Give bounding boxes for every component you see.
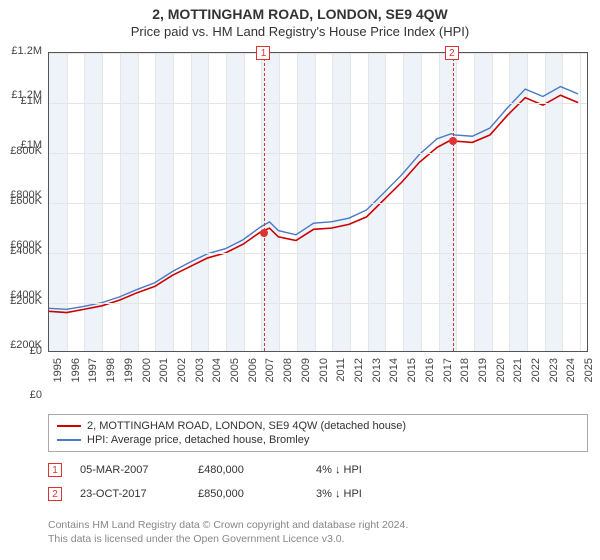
legend-row: HPI: Average price, detached house, Brom…: [57, 433, 579, 447]
x-axis-label: 2017: [442, 358, 454, 398]
gridline-y: [49, 253, 587, 254]
legend-swatch: [57, 439, 81, 441]
footer-line2: This data is licensed under the Open Gov…: [48, 532, 588, 546]
sale-dot: [260, 229, 268, 237]
plot: [48, 52, 588, 352]
sale-vline: [453, 53, 454, 351]
x-axis-label: 1998: [105, 358, 117, 398]
legend-swatch: [57, 425, 81, 427]
gridline-y: [49, 153, 587, 154]
x-axis-label: 2015: [406, 358, 418, 398]
x-axis-label: 2005: [229, 358, 241, 398]
footer-attribution: Contains HM Land Registry data © Crown c…: [48, 518, 588, 546]
legend-row: 2, MOTTINGHAM ROAD, LONDON, SE9 4QW (det…: [57, 419, 579, 433]
x-axis-label: 2007: [264, 358, 276, 398]
x-axis-label: 2013: [371, 358, 383, 398]
x-axis-label: 2003: [194, 358, 206, 398]
page-title: 2, MOTTINGHAM ROAD, LONDON, SE9 4QW: [0, 0, 600, 22]
sale-date: 23-OCT-2017: [80, 488, 180, 500]
gridline-y: [49, 203, 587, 204]
sale-vline: [264, 53, 265, 351]
y-axis-label: £600K: [2, 195, 42, 207]
footer-line1: Contains HM Land Registry data © Crown c…: [48, 518, 588, 532]
x-axis-label: 2002: [176, 358, 188, 398]
sale-marker-box: 2: [445, 46, 459, 60]
sale-hpi-diff: 3% ↓ HPI: [316, 488, 416, 500]
x-axis-label: 2014: [388, 358, 400, 398]
x-axis-label: 1999: [123, 358, 135, 398]
y-axis-label: £800K: [2, 145, 42, 157]
x-axis-label: 2010: [318, 358, 330, 398]
legend: 2, MOTTINGHAM ROAD, LONDON, SE9 4QW (det…: [48, 414, 588, 452]
sale-marker-box: 1: [256, 46, 270, 60]
y-axis-label: £0: [2, 345, 42, 357]
page-subtitle: Price paid vs. HM Land Registry's House …: [0, 22, 600, 43]
x-axis-label: 2023: [548, 358, 560, 398]
y-axis-label: £1.2M: [2, 45, 42, 57]
sale-hpi-diff: 4% ↓ HPI: [316, 464, 416, 476]
y-axis-label: £0: [2, 389, 42, 401]
x-axis-label: 1995: [52, 358, 64, 398]
x-axis-label: 2009: [300, 358, 312, 398]
legend-label: HPI: Average price, detached house, Brom…: [87, 434, 309, 446]
sale-price: £850,000: [198, 488, 298, 500]
x-axis-label: 1997: [87, 358, 99, 398]
x-axis-label: 2006: [247, 358, 259, 398]
x-axis-label: 2025: [583, 358, 595, 398]
sale-date: 05-MAR-2007: [80, 464, 180, 476]
x-axis-label: 2001: [158, 358, 170, 398]
y-axis-label: £1M: [2, 95, 42, 107]
gridline-y: [49, 53, 587, 54]
sales-table: 1 05-MAR-2007 £480,000 4% ↓ HPI 2 23-OCT-2017…: [48, 458, 588, 506]
x-axis-label: 2019: [477, 358, 489, 398]
x-axis-label: 2016: [424, 358, 436, 398]
sale-marker-box: 1: [48, 463, 62, 477]
x-axis-label: 2020: [495, 358, 507, 398]
chart-svg: [49, 53, 587, 351]
sale-dot: [449, 137, 457, 145]
x-axis-label: 2021: [512, 358, 524, 398]
x-axis-label: 2000: [141, 358, 153, 398]
legend-label: 2, MOTTINGHAM ROAD, LONDON, SE9 4QW (det…: [87, 420, 406, 432]
gridline-y: [49, 103, 587, 104]
y-axis-label: £400K: [2, 245, 42, 257]
sale-marker-box: 2: [48, 487, 62, 501]
x-axis-label: 2024: [565, 358, 577, 398]
chart-area: £0£200K£400K£600K£800K£1M£1.2M£0£200K£40…: [0, 44, 600, 404]
y-axis-label: £200K: [2, 295, 42, 307]
sale-price: £480,000: [198, 464, 298, 476]
sales-row: 1 05-MAR-2007 £480,000 4% ↓ HPI: [48, 458, 588, 482]
x-axis-label: 2011: [335, 358, 347, 398]
gridline-y: [49, 303, 587, 304]
x-axis-label: 2022: [530, 358, 542, 398]
x-axis-label: 2012: [353, 358, 365, 398]
series-hpi: [49, 87, 578, 310]
x-axis-label: 2004: [211, 358, 223, 398]
x-axis-label: 2008: [282, 358, 294, 398]
x-axis-label: 1996: [70, 358, 82, 398]
sales-row: 2 23-OCT-2017 £850,000 3% ↓ HPI: [48, 482, 588, 506]
x-axis-label: 2018: [459, 358, 471, 398]
